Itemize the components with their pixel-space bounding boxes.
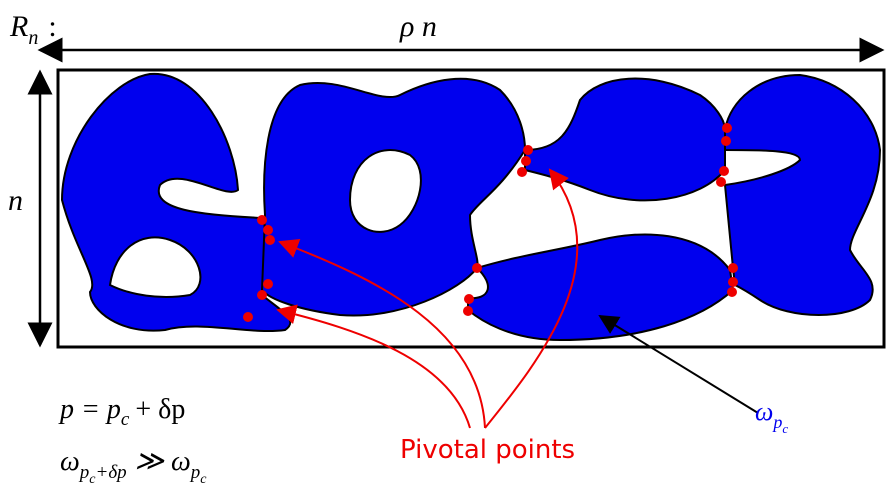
ineq-base: ω [60,446,80,477]
eq-sub: c [121,409,130,430]
ineq-sub: p [78,462,90,483]
equation: p = pc+ δp [58,394,185,430]
cluster-upper-right [525,79,725,201]
width-label: ρ n [399,10,437,43]
cluster-sub: p [771,412,782,432]
pivotal-label: Pivotal points [400,435,575,465]
ineq-subrest: +δp [96,462,127,483]
cluster-lower-middle [468,234,733,340]
cluster-base: ω [755,397,773,426]
region-sub: n [28,27,38,49]
eq-rhs: + δp [135,394,185,425]
ineq-relation: ≫ ω [135,446,191,477]
height-label: n [8,184,23,217]
region-suffix: : [48,10,56,43]
cluster-subsub: c [782,421,788,436]
region-base: R [9,10,28,43]
cluster-arrow [600,316,758,413]
cluster-right [725,75,880,315]
diagram: Rn: ρ n n p = pc+ δp ωpc+δp≫ ωpc Pivotal… [0,0,888,488]
inequality: ωpc+δp≫ ωpc [60,446,207,487]
ineq-sub2: p [189,462,201,483]
cluster-label: ωpc [755,397,788,436]
ineq-subsub2: c [200,472,207,487]
region-label: Rn: [9,10,57,49]
eq-lhs: p = p [58,394,121,425]
